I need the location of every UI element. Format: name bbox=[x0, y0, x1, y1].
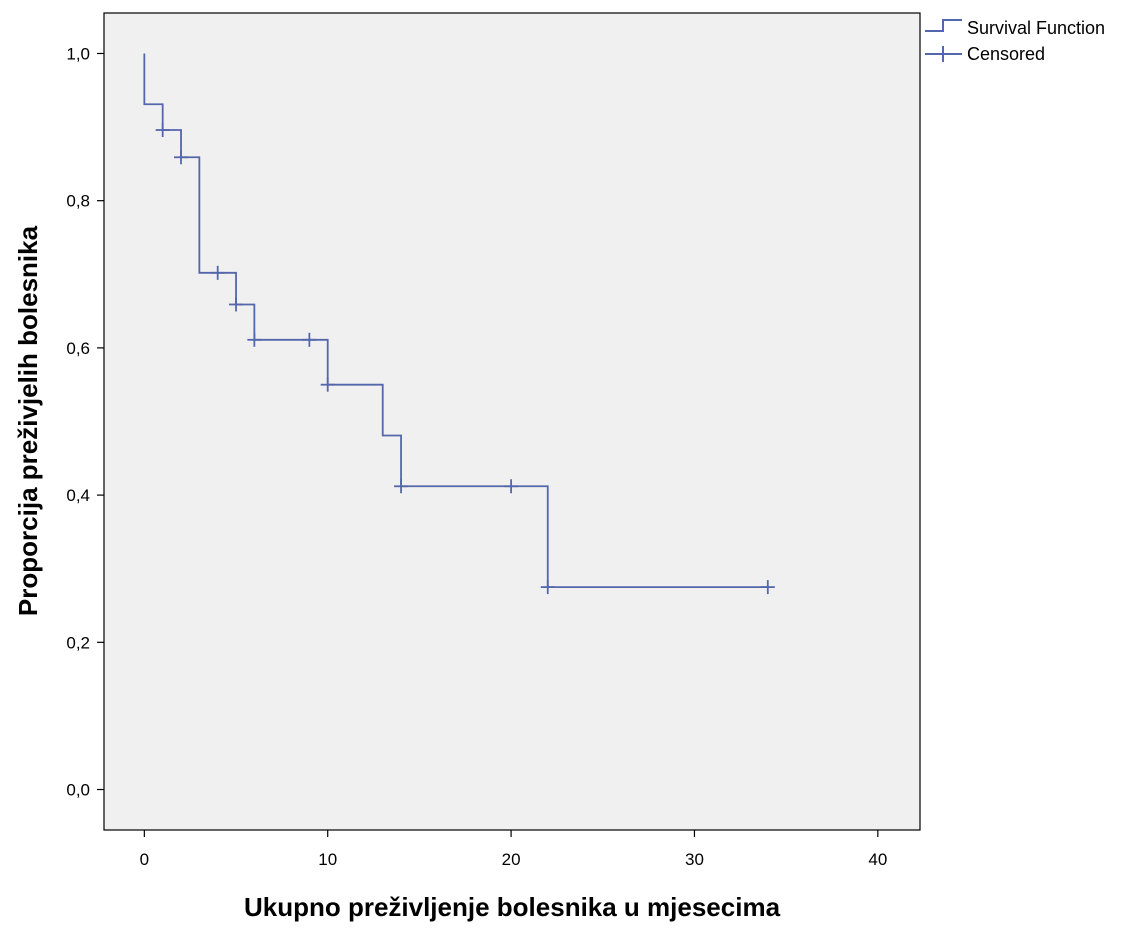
censored-marker bbox=[229, 297, 244, 312]
censored-marker bbox=[760, 580, 775, 595]
series-layer bbox=[143, 53, 775, 595]
censored-marker bbox=[302, 332, 317, 347]
x-axis: 0 10 20 30 40 bbox=[140, 830, 887, 869]
censored-marker bbox=[394, 479, 409, 494]
y-tick-label: 0,0 bbox=[66, 781, 90, 800]
legend-survival-function-label: Survival Function bbox=[967, 18, 1105, 38]
legend-censored-label: Censored bbox=[967, 44, 1045, 64]
censored-marker bbox=[155, 123, 170, 138]
x-tick-label: 40 bbox=[868, 850, 887, 869]
y-axis-title: Proporcija preživjelih bolesnika bbox=[13, 225, 43, 616]
x-tick-label: 20 bbox=[502, 850, 521, 869]
y-tick-label: 0,8 bbox=[66, 192, 90, 211]
censored-marker bbox=[540, 580, 555, 595]
x-tick-label: 10 bbox=[318, 850, 337, 869]
legend: Survival Function Censored bbox=[925, 18, 1105, 64]
y-tick-label: 1,0 bbox=[66, 44, 90, 63]
censored-marker bbox=[504, 479, 519, 494]
x-tick-label: 30 bbox=[685, 850, 704, 869]
y-tick-label: 0,6 bbox=[66, 339, 90, 358]
censored-marker bbox=[174, 150, 189, 165]
plot-area bbox=[103, 12, 921, 831]
x-axis-title: Ukupno preživljenje bolesnika u mjesecim… bbox=[244, 892, 781, 922]
y-axis: 0,0 0,2 0,4 0,6 0,8 1,0 bbox=[66, 44, 104, 800]
y-tick-label: 0,4 bbox=[66, 486, 90, 505]
censored-marker bbox=[210, 265, 225, 280]
censored-marker bbox=[247, 332, 262, 347]
legend-survival-function-symbol bbox=[925, 19, 962, 32]
x-tick-label: 0 bbox=[140, 850, 149, 869]
censored-marker bbox=[320, 377, 335, 392]
y-tick-label: 0,2 bbox=[66, 633, 90, 652]
